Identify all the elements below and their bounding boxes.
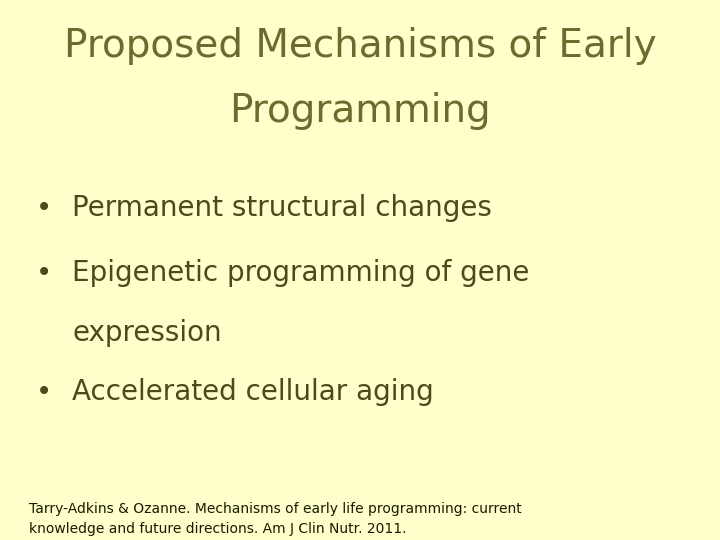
- Text: Tarry-Adkins & Ozanne. Mechanisms of early life programming: current
knowledge a: Tarry-Adkins & Ozanne. Mechanisms of ear…: [29, 502, 521, 536]
- Text: •: •: [36, 378, 53, 406]
- Text: Permanent structural changes: Permanent structural changes: [72, 194, 492, 222]
- Text: Epigenetic programming of gene: Epigenetic programming of gene: [72, 259, 529, 287]
- Text: •: •: [36, 194, 53, 222]
- Text: Programming: Programming: [229, 92, 491, 130]
- Text: Proposed Mechanisms of Early: Proposed Mechanisms of Early: [63, 27, 657, 65]
- Text: •: •: [36, 259, 53, 287]
- Text: expression: expression: [72, 319, 222, 347]
- Text: Accelerated cellular aging: Accelerated cellular aging: [72, 378, 433, 406]
